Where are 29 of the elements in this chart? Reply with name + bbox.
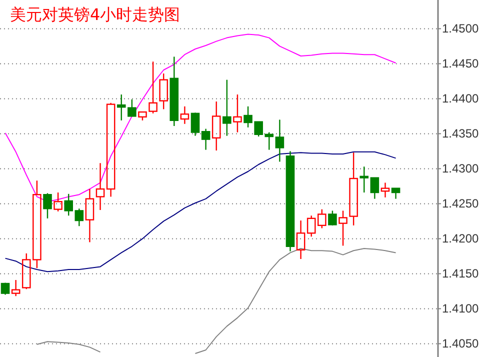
candlestick (296, 220, 306, 260)
candlestick (233, 94, 242, 133)
chart-title: 美元对英镑4小时走势图 (10, 5, 180, 24)
y-tick-label: 1.4500 (442, 22, 480, 36)
candlestick (360, 166, 369, 194)
candlestick (190, 112, 200, 136)
candlestick (212, 100, 221, 152)
y-tick-label: 1.4250 (442, 196, 480, 211)
candlestick (74, 208, 84, 227)
y-tick-label: 1.4100 (442, 302, 480, 316)
line-series (4, 151, 396, 272)
candlestick (11, 279, 20, 297)
y-tick-label: 1.4050 (442, 336, 480, 351)
y-tick-label: 1.4350 (442, 126, 480, 141)
candlestick (96, 162, 105, 211)
y-tick-label: 1.4400 (442, 92, 480, 106)
candlestick (286, 150, 295, 252)
candlestick (306, 215, 316, 238)
y-tick-label: 1.4450 (442, 56, 480, 71)
candlestick (349, 152, 358, 226)
candlestick (180, 106, 190, 124)
candlestick (85, 188, 94, 243)
y-tick-label: 1.4150 (442, 266, 480, 281)
y-tick-label: 1.4200 (442, 232, 480, 246)
y-tick-label: 1.4300 (442, 162, 480, 176)
candlestick (380, 182, 390, 198)
candlestick (275, 119, 284, 162)
candlestick (222, 79, 232, 136)
candlestick (201, 128, 210, 150)
